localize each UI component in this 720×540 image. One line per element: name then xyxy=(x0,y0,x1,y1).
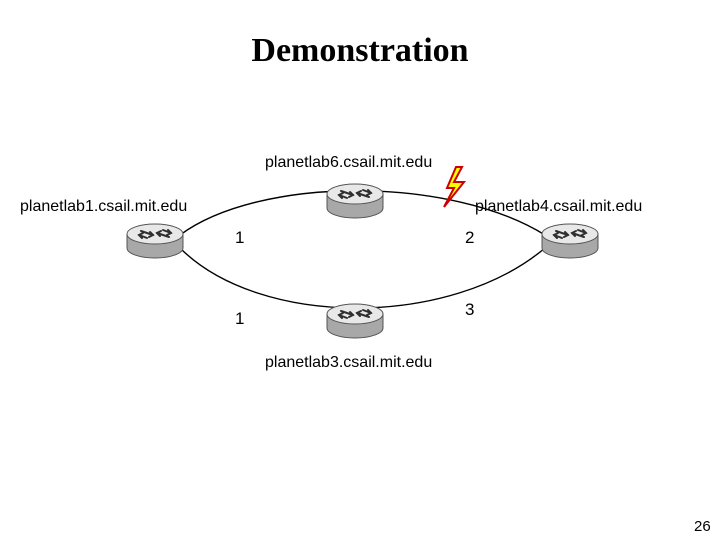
label-planetlab1: planetlab1.csail.mit.edu xyxy=(20,198,187,216)
network-svg xyxy=(0,0,720,540)
label-planetlab6: planetlab6.csail.mit.edu xyxy=(265,154,432,172)
label-planetlab3: planetlab3.csail.mit.edu xyxy=(265,354,432,372)
router-left-icon xyxy=(123,220,187,260)
router-bottom-icon xyxy=(323,300,387,340)
path-lower xyxy=(180,248,545,308)
slide: { "title": { "text": "Demonstration", "f… xyxy=(0,0,720,540)
edge-label-3: 3 xyxy=(465,300,474,320)
edge-label-4: 1 xyxy=(235,309,244,329)
slide-number: 26 xyxy=(694,518,711,535)
router-top-icon xyxy=(323,180,387,220)
router-right-icon xyxy=(538,220,602,260)
label-planetlab4: planetlab4.csail.mit.edu xyxy=(475,198,642,216)
edge-label-2: 2 xyxy=(465,228,474,248)
edge-label-1: 1 xyxy=(235,228,244,248)
